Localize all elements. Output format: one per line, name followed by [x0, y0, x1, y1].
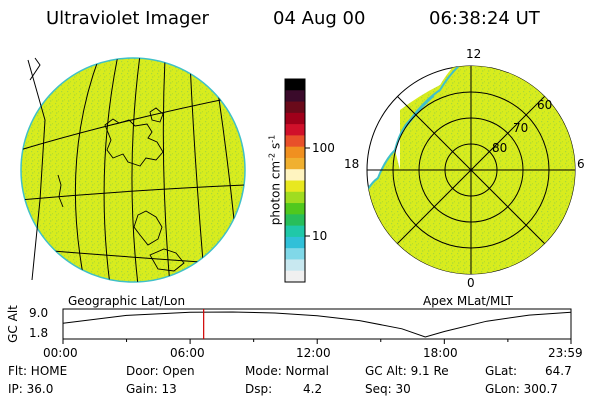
- gc-alt-status: GC Alt: 9.1 Re: [365, 364, 449, 378]
- dsp-label: Dsp:: [245, 382, 273, 396]
- colorbar-cell: [285, 90, 305, 103]
- colorbar-cell: [285, 191, 305, 204]
- timeline-ytick-high: 9.0: [29, 306, 49, 320]
- colorbar-unit-label: photon cm-2 s-1: [267, 134, 283, 226]
- date-label: 04 Aug 00: [273, 8, 366, 29]
- timeline-axis-label: GC Alt: [6, 305, 20, 343]
- gain-status: Gain: 13: [126, 382, 177, 396]
- timeline-xtick-0600: 06:00: [170, 346, 205, 360]
- glat-value: 64.7: [545, 364, 572, 378]
- timeline-xtick-2359: 23:59: [548, 346, 583, 360]
- lat-label-70: 70: [513, 121, 529, 135]
- door-status: Door: Open: [126, 364, 195, 378]
- mode-status: Mode: Normal: [245, 364, 329, 378]
- mlt-label-0: 0: [467, 276, 475, 290]
- colorbar-cell: [285, 169, 305, 181]
- dsp-value: 4.2: [303, 382, 323, 396]
- geographic-image: [20, 57, 246, 283]
- colorbar-cell: [285, 135, 305, 148]
- colorbar-cell: [285, 146, 305, 159]
- timeline-xtick-1200: 12:00: [296, 346, 331, 360]
- timeline-xtick-0000: 00:00: [43, 346, 78, 360]
- colorbar-cell: [285, 214, 305, 227]
- glon-status: GLon: 300.7: [485, 382, 558, 396]
- glat-label: GLat:: [485, 364, 518, 378]
- colorbar-cell: [285, 225, 305, 238]
- seq-status: Seq: 30: [365, 382, 411, 396]
- colorbar-cell: [285, 79, 305, 91]
- colorbar-cell: [285, 157, 305, 170]
- colorbar-cell: [285, 259, 305, 272]
- colorbar-cell: [285, 112, 305, 125]
- colorbar-cell: [285, 248, 305, 260]
- lat-label-80: 80: [492, 141, 508, 155]
- mlt-label-18: 18: [344, 157, 360, 171]
- altitude-timeline: [62, 308, 572, 344]
- colorbar-tick-100: 100: [312, 141, 335, 155]
- lat-label-60: 60: [537, 98, 553, 112]
- geographic-panel-label: Geographic Lat/Lon: [68, 294, 186, 308]
- colorbar-cell: [285, 270, 305, 283]
- colorbar-tick-10: 10: [312, 229, 328, 243]
- timeline-xtick-1800: 18:00: [423, 346, 458, 360]
- flight-status: Flt: HOME: [8, 364, 68, 378]
- colorbar-cell: [285, 203, 305, 215]
- time-label: 06:38:24 UT: [429, 8, 540, 29]
- colorbar: [284, 78, 310, 283]
- timeline-ytick-low: 1.8: [29, 326, 49, 340]
- app-title: Ultraviolet Imager: [46, 8, 209, 29]
- polar-panel-label: Apex MLat/MLT: [423, 294, 513, 308]
- altitude-curve: [62, 311, 572, 338]
- mlt-label-6: 6: [577, 157, 585, 171]
- colorbar-cell: [285, 180, 305, 193]
- polar-image: [366, 65, 576, 275]
- colorbar-cell: [285, 236, 305, 249]
- ip-status: IP: 36.0: [8, 382, 54, 396]
- colorbar-cell: [285, 124, 305, 136]
- colorbar-cell: [285, 101, 305, 114]
- mlt-label-12: 12: [465, 47, 483, 61]
